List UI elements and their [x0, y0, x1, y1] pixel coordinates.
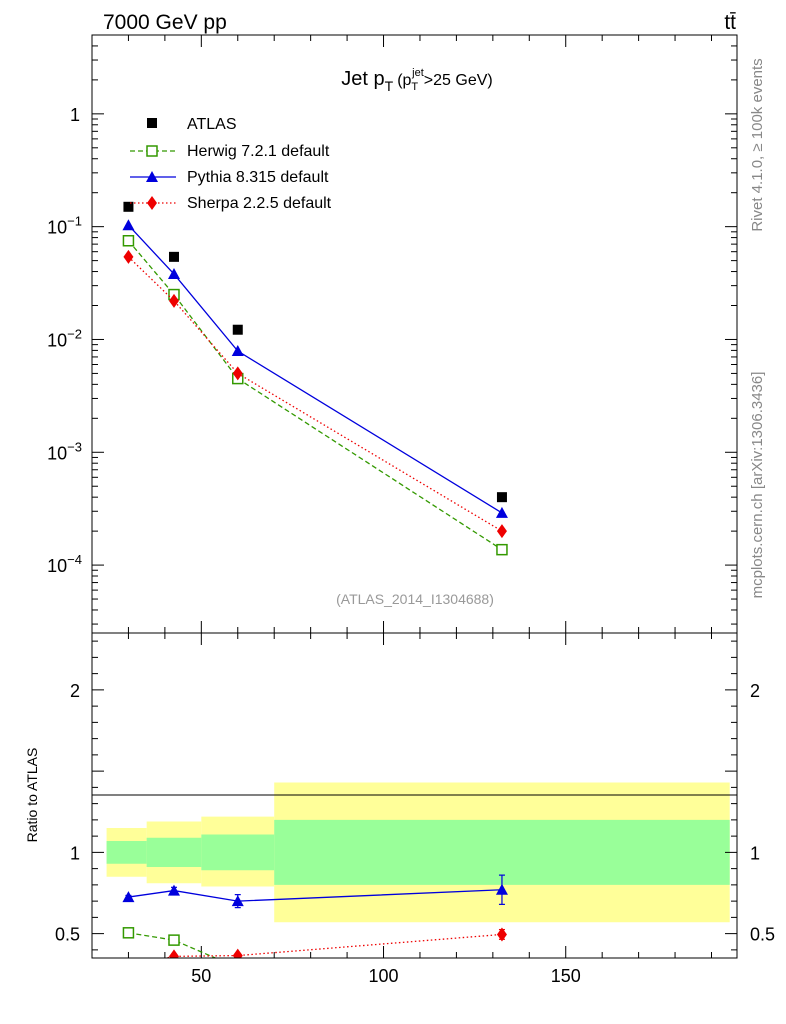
legend-entry-atlas: ATLAS [147, 116, 237, 133]
data-point-sherpa [168, 293, 179, 308]
main-panel: 1 10−1 10−2 10−3 10−4 Jet pT (pTjet>25 GeV) (… [47, 34, 738, 634]
data-point-pythia [231, 345, 244, 357]
data-point-sherpa [232, 366, 243, 381]
data-point-sherpa [123, 249, 134, 264]
data-point-herwig [496, 543, 508, 556]
ratio-series-layer [122, 874, 508, 973]
analysis-label: (ATLAS_2014_I1304688) [336, 591, 494, 607]
legend-label-pythia: Pythia 8.315 default [187, 169, 329, 186]
data-point-sherpa [496, 524, 507, 539]
x-tick-label: 100 [369, 966, 399, 986]
ratio-axis-ticks: 50 100 150 0.5 0.5 1 1 2 2 [55, 633, 775, 986]
chart-title: Jet pT (pTjet>25 GeV) [341, 67, 492, 94]
data-point-atlas [232, 324, 243, 335]
series-line-sherpa [127, 256, 503, 532]
process-label: tt̄ [724, 11, 736, 34]
legend-label-sherpa: Sherpa 2.2.5 default [187, 195, 332, 212]
x-tick-label: 150 [551, 966, 581, 986]
y-tick-label-ratio-right: 1 [750, 843, 760, 863]
data-point-atlas [168, 251, 179, 262]
band-green [146, 837, 202, 867]
ratio-point-pythia [122, 891, 135, 903]
legend-marker-atlas [147, 118, 157, 128]
ratio-point-herwig [122, 927, 135, 939]
series-line-pythia [127, 224, 503, 514]
data-point-atlas [496, 492, 507, 503]
ratio-uncertainty-bands [106, 782, 730, 923]
data-point-atlas [123, 201, 134, 212]
legend-entry-pythia: Pythia 8.315 default [130, 169, 329, 186]
y-tick-label: 10−3 [47, 439, 82, 463]
ratio-y-axis-label: Ratio to ATLAS [24, 748, 40, 843]
legend-marker-sherpa [147, 196, 157, 210]
legend-label-herwig: Herwig 7.2.1 default [187, 143, 330, 160]
ratio-line-sherpa [163, 933, 503, 958]
data-point-pythia [167, 268, 180, 280]
x-tick-label: 50 [191, 966, 211, 986]
ratio-panel: 50 100 150 0.5 0.5 1 1 2 2 Ratio to ATLAS [24, 632, 775, 986]
band-green [201, 834, 275, 871]
y-tick-label-ratio: 0.5 [55, 925, 80, 945]
ratio-point-sherpa [168, 949, 179, 958]
ratio-point-sherpa [496, 927, 507, 942]
y-tick-label-ratio: 2 [70, 681, 80, 701]
rivet-version-label: Rivet 4.1.0, ≥ 100k events [749, 58, 766, 231]
series-line-herwig [127, 240, 503, 551]
y-tick-label-ratio-right: 2 [750, 681, 760, 701]
ratio-point-sherpa [232, 948, 243, 958]
ratio-point-sherpa [123, 959, 133, 973]
ratio-point-pythia [495, 883, 508, 895]
ratio-point-pythia [231, 895, 244, 907]
band-green [274, 819, 730, 885]
energy-label: 7000 GeV pp [103, 11, 227, 34]
ratio-line-pythia [128, 889, 502, 902]
y-tick-label-ratio: 1 [70, 843, 80, 863]
ratio-line-herwig [128, 932, 217, 958]
legend-label-atlas: ATLAS [187, 116, 237, 133]
legend-entry-sherpa: Sherpa 2.2.5 default [130, 195, 332, 212]
ratio-point-herwig [168, 934, 180, 946]
ratio-point-herwig [233, 963, 243, 973]
data-point-herwig [122, 235, 135, 247]
legend: ATLAS Herwig 7.2.1 default Pythia 8.315 … [130, 116, 332, 212]
y-tick-label: 1 [70, 105, 80, 125]
y-tick-label-ratio-right: 0.5 [750, 925, 775, 945]
legend-entry-herwig: Herwig 7.2.1 default [130, 143, 330, 160]
y-tick-label: 10−1 [47, 214, 82, 238]
main-series-layer [122, 201, 508, 556]
y-tick-label: 10−2 [47, 326, 82, 350]
band-green [106, 841, 147, 864]
data-point-pythia [495, 506, 508, 518]
legend-marker-herwig [146, 145, 158, 157]
data-point-pythia [122, 219, 135, 231]
y-tick-label: 10−4 [47, 552, 82, 576]
source-label: mcplots.cern.ch [arXiv:1306.3436] [749, 372, 766, 599]
legend-marker-pythia [146, 171, 158, 182]
ratio-frame [91, 632, 738, 959]
ratio-point-pythia [167, 884, 180, 896]
main-axis-ticks: 1 10−1 10−2 10−3 10−4 [47, 34, 737, 633]
